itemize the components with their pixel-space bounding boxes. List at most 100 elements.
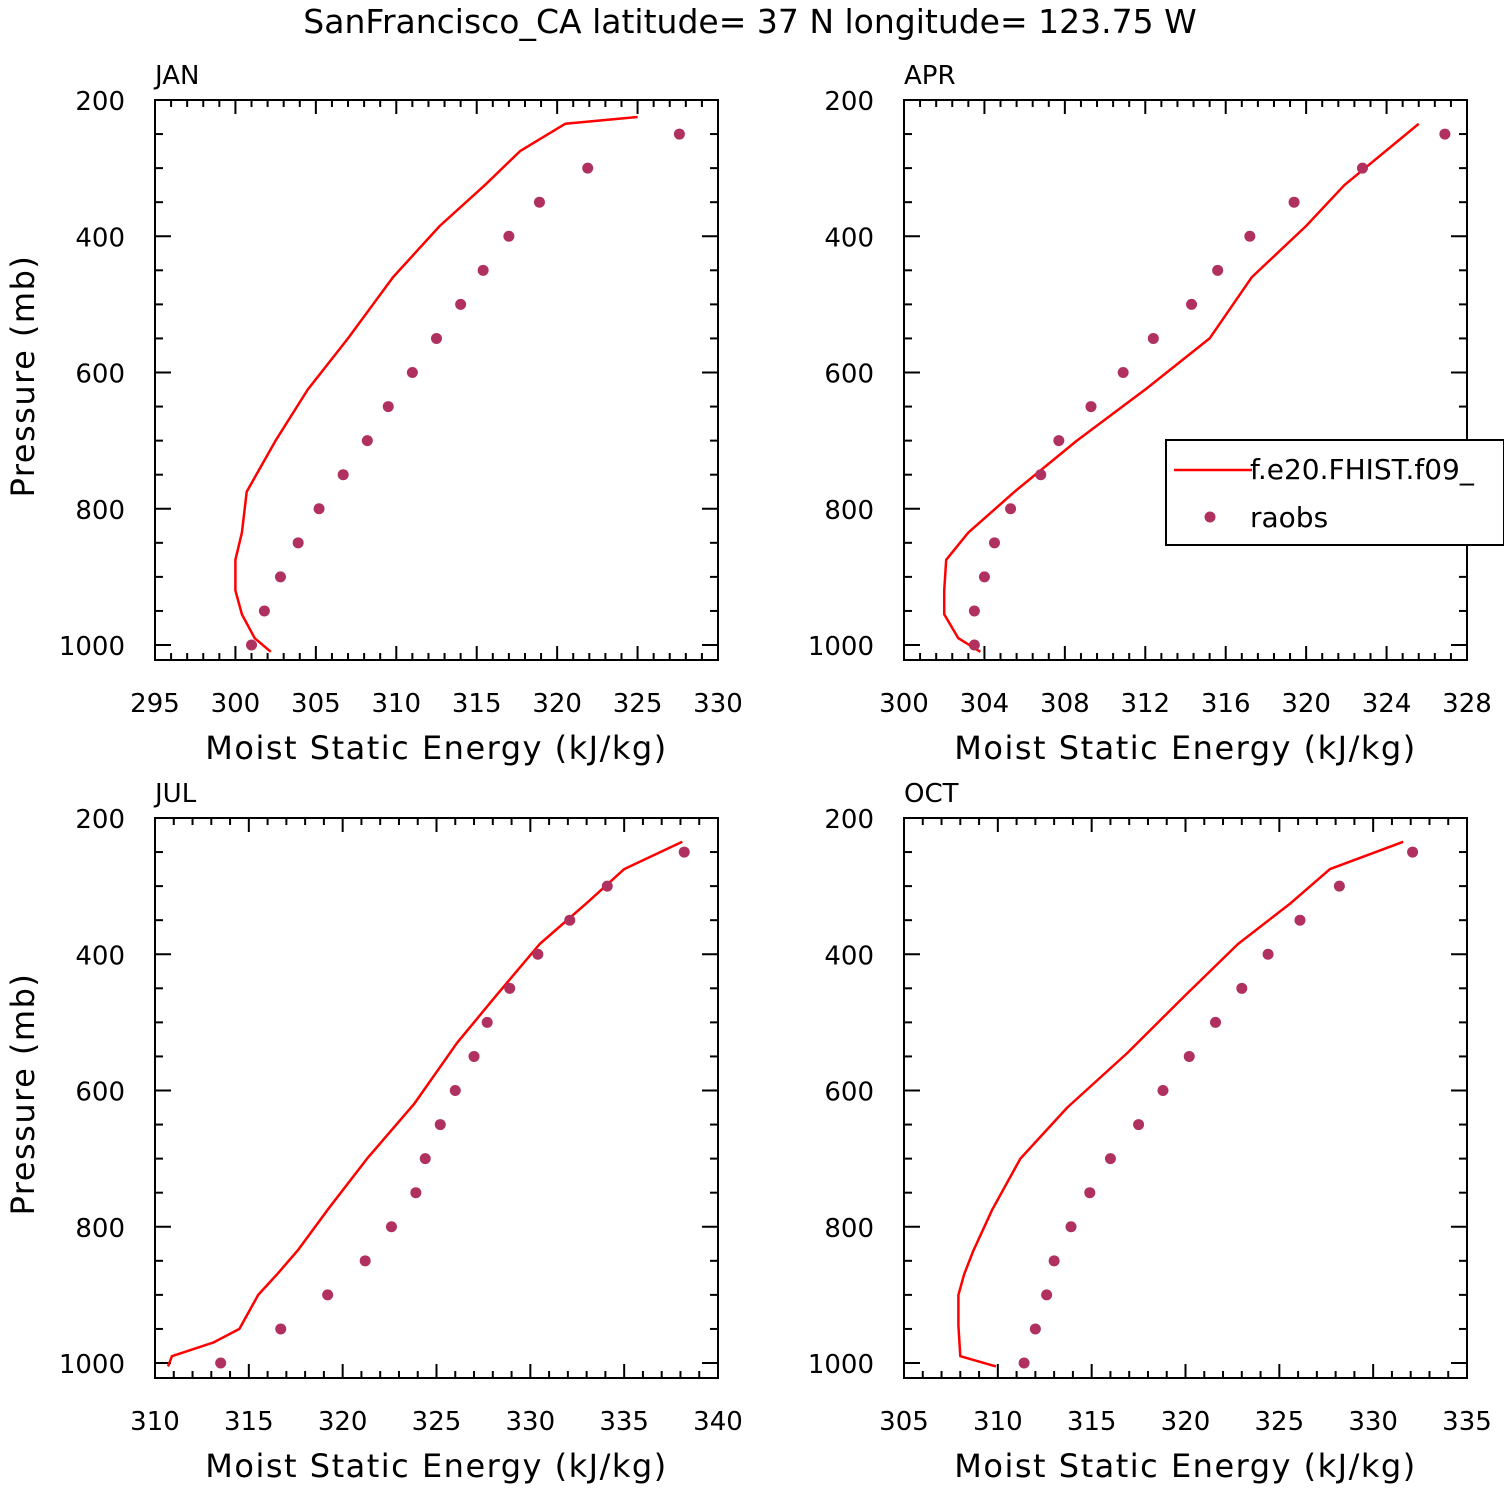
raobs-point (1029, 1323, 1041, 1335)
x-tick-label: 335 (1442, 1407, 1492, 1437)
x-tick-label: 325 (1255, 1407, 1305, 1437)
x-tick-label: 310 (973, 1407, 1023, 1437)
x-tick-label: 304 (960, 689, 1010, 719)
raobs-point (258, 605, 270, 617)
y-tick-label: 200 (75, 805, 125, 835)
y-tick-label: 600 (824, 1078, 874, 1108)
x-tick-label: 295 (130, 689, 180, 719)
y-axis-label: Pressure (mb) (4, 973, 42, 1216)
raobs-point (1117, 367, 1129, 378)
y-tick-label: 1000 (59, 632, 125, 662)
legend-raobs-label: raobs (1250, 501, 1328, 534)
raobs-point (678, 846, 690, 858)
raobs-point (968, 605, 980, 617)
x-tick-label: 320 (1161, 1407, 1211, 1437)
raobs-point (313, 503, 325, 515)
raobs-point (504, 982, 516, 994)
plot-frame (154, 99, 719, 661)
raobs-point (1018, 1357, 1030, 1369)
raobs-point (275, 1323, 287, 1335)
raobs-point (978, 571, 990, 583)
raobs-point (431, 332, 442, 344)
raobs-point (1041, 1289, 1053, 1301)
raobs-point (988, 537, 1000, 549)
raobs-point (1085, 401, 1097, 413)
raobs-point (215, 1357, 227, 1369)
x-tick-label: 315 (1067, 1407, 1117, 1437)
x-tick-label: 305 (879, 1407, 929, 1437)
x-tick-label: 325 (613, 689, 663, 719)
x-axis-label: Moist Static Energy (kJ/kg) (954, 729, 1416, 767)
panel-apr: APR 300 304 308 312 316 320 324 328 200 400 600 800 1… (808, 61, 1504, 767)
figure-title: SanFrancisco_CA latitude= 37 N longitude… (303, 2, 1196, 41)
raobs-point (246, 639, 258, 651)
raobs-point (292, 537, 304, 549)
x-tick-label: 308 (1040, 689, 1090, 719)
x-tick-label: 340 (693, 1407, 743, 1437)
y-tick-label: 800 (824, 496, 874, 526)
raobs-point (1236, 982, 1248, 994)
x-tick-label: 300 (211, 689, 261, 719)
raobs-point (1084, 1187, 1096, 1199)
raobs-point (1053, 435, 1065, 447)
panel-label: APR (904, 61, 956, 91)
raobs-point (455, 298, 467, 310)
x-tick-label: 330 (506, 1407, 556, 1437)
raobs-point (1157, 1085, 1169, 1096)
x-tick-label: 320 (532, 689, 582, 719)
panel-label: JAN (153, 61, 199, 91)
y-tick-label: 1000 (808, 1350, 874, 1380)
raobs-point (406, 367, 418, 378)
x-axis-label: Moist Static Energy (kJ/kg) (954, 1447, 1416, 1485)
raobs-point (449, 1085, 461, 1096)
x-tick-label: 305 (291, 689, 341, 719)
raobs-point (1104, 1153, 1116, 1165)
raobs-point (410, 1187, 422, 1199)
y-tick-label: 800 (824, 1214, 874, 1244)
raobs-point (503, 230, 515, 242)
raobs-point (532, 948, 544, 960)
y-tick-label: 800 (75, 1214, 125, 1244)
raobs-point (382, 401, 394, 413)
raobs-point (322, 1289, 334, 1301)
x-tick-label: 312 (1120, 689, 1170, 719)
x-tick-label: 335 (599, 1407, 649, 1437)
panel-jan: JAN 295 300 305 310 315 320 325 330 200 400 600 800 1… (4, 61, 743, 767)
raobs-point (1407, 846, 1419, 858)
x-tick-label: 328 (1442, 689, 1492, 719)
panel-label: JUL (153, 779, 197, 809)
raobs-point (274, 571, 286, 583)
raobs-point (1210, 1016, 1222, 1028)
raobs-point (1294, 914, 1306, 926)
raobs-point (564, 914, 576, 926)
y-tick-label: 600 (75, 360, 125, 390)
raobs-point (1133, 1119, 1145, 1131)
raobs-point (468, 1050, 480, 1062)
x-tick-label: 324 (1362, 689, 1412, 719)
y-tick-label: 1000 (59, 1350, 125, 1380)
panel-oct: OCT 305 310 315 320 325 330 335 200 400 600 800 1000… (808, 779, 1492, 1485)
legend-model-label: f.e20.FHIST.f09_ (1250, 453, 1475, 486)
raobs-point (1065, 1221, 1077, 1233)
raobs-point (1439, 128, 1451, 140)
plot-frame (154, 817, 719, 1379)
model-line (166, 840, 683, 1367)
raobs-point (1212, 264, 1224, 276)
x-axis-label: Moist Static Energy (kJ/kg) (205, 729, 667, 767)
x-tick-label: 310 (371, 689, 421, 719)
y-tick-label: 400 (824, 941, 874, 971)
raobs-point (434, 1119, 446, 1131)
raobs-point (673, 128, 685, 140)
raobs-point (1356, 162, 1368, 174)
raobs-point (1288, 196, 1300, 208)
raobs-point (481, 1016, 493, 1028)
y-tick-label: 1000 (808, 632, 874, 662)
raobs-point (968, 639, 980, 651)
raobs-point (1183, 1050, 1195, 1062)
raobs-point (385, 1221, 397, 1233)
y-tick-label: 200 (75, 87, 125, 117)
y-tick-label: 800 (75, 496, 125, 526)
raobs-point (361, 435, 373, 447)
x-tick-label: 316 (1201, 689, 1251, 719)
